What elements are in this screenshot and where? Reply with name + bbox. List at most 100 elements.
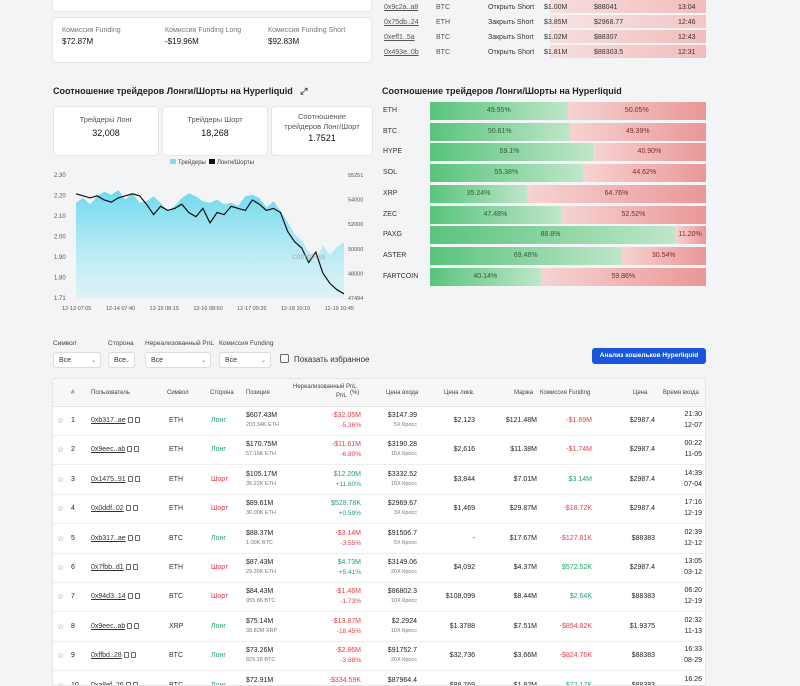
- bar-symbol: SOL: [383, 169, 398, 177]
- user-address-link[interactable]: 0x0ddf..02: [91, 505, 124, 513]
- bar-track: 49.95% 50.05%: [430, 102, 706, 120]
- user-address-link[interactable]: 0x9eec..ab: [91, 622, 126, 630]
- favorite-star-icon[interactable]: ☆: [57, 504, 65, 514]
- bar-short-fill: [567, 102, 706, 120]
- edit-icon[interactable]: [132, 681, 138, 685]
- edit-icon[interactable]: [134, 534, 140, 541]
- position-cell: $72.91M: [246, 676, 274, 684]
- pnl-cell: -$1.46M: [335, 588, 361, 596]
- trade-address-link[interactable]: 0x75db..24: [384, 19, 419, 26]
- col-pct[interactable]: (%): [350, 390, 360, 396]
- liq-cell: $1,469: [453, 505, 475, 513]
- row-number: 9: [71, 652, 75, 660]
- pnl-select[interactable]: Все ⌄: [145, 352, 211, 368]
- pnl-cell: -$13.87M: [331, 617, 361, 625]
- copy-icon[interactable]: [125, 564, 131, 570]
- trade-address-link[interactable]: 0x9c2a..a8: [384, 4, 419, 11]
- table-row[interactable]: ☆ 5 0xb317..ae BTC Лонг $88.37M 1.00K BTC -$3.1…: [53, 525, 705, 554]
- margin-cell: $121.48M: [505, 417, 537, 424]
- bar-long-fill: [430, 246, 622, 265]
- user-address-link[interactable]: 0xb317..ae: [91, 417, 126, 424]
- favorite-star-icon[interactable]: ☆: [57, 474, 65, 484]
- pnl-pct-cell: +0.59%: [338, 510, 361, 518]
- copy-icon[interactable]: [127, 417, 133, 423]
- user-address-link[interactable]: 0xa8ef..26: [91, 681, 124, 686]
- y-right-tick: 50000: [348, 247, 363, 253]
- copy-icon[interactable]: [127, 534, 133, 541]
- table-row[interactable]: ☆ 7 0x94d3..14 BTC Шорт $84.43M 955.86 BTC -$1.…: [53, 583, 705, 613]
- table-row[interactable]: ☆ 4 0x0ddf..02 ETH Шорт $89.61M 30.00K ETH $528…: [53, 495, 705, 525]
- user-address-link[interactable]: 0xffbd..28: [91, 652, 122, 660]
- y-left-tick: 1.80: [54, 276, 66, 282]
- favorite-star-icon[interactable]: ☆: [57, 651, 65, 661]
- trade-price: $88307: [594, 34, 618, 41]
- liq-cell: $108,099: [445, 593, 475, 601]
- pnl-cell: -$3.14M: [335, 529, 361, 537]
- table-row[interactable]: ☆ 6 0x7fbb..d1 ETH Шорт $87.43M 29.26K ETH $4.7…: [53, 554, 705, 583]
- user-address-link[interactable]: 0x9eec..ab: [91, 446, 126, 454]
- date-cell: 11-13: [684, 627, 702, 635]
- edit-icon[interactable]: [130, 652, 136, 659]
- side-select[interactable]: Все ⌄: [108, 352, 135, 368]
- copy-icon[interactable]: [127, 475, 133, 482]
- col-position[interactable]: Позиция: [246, 390, 270, 396]
- chevron-down-icon: ⌄: [90, 358, 96, 364]
- col-margin[interactable]: Маржа: [514, 390, 534, 396]
- copy-icon[interactable]: [127, 446, 133, 453]
- edit-icon[interactable]: [134, 475, 140, 482]
- favorite-star-icon[interactable]: ☆: [57, 445, 65, 455]
- table-row[interactable]: ☆ 3 0x1475..91 ETH Шорт $105.17M 35.22K ETH $12…: [53, 466, 705, 495]
- copy-icon[interactable]: [125, 681, 131, 685]
- table-row[interactable]: ☆ 2 0x9eec..ab ETH Лонг $170.75M 57.16K ETH -$1…: [53, 436, 705, 466]
- edit-icon[interactable]: [132, 505, 138, 512]
- liq-cell: $3,844: [453, 475, 475, 483]
- col-time[interactable]: Время входа: [663, 390, 699, 396]
- pnl-pct-cell: -5.36%: [340, 422, 361, 429]
- col-liq[interactable]: Цена ликв.: [444, 390, 475, 396]
- favorite-star-icon[interactable]: ☆: [57, 621, 65, 631]
- table-row[interactable]: ☆ 8 0x9eec..ab XRP Лонг $75.14M 38.82M XRP -$13…: [53, 613, 705, 642]
- copy-icon[interactable]: [127, 593, 133, 600]
- col-user[interactable]: Пользователь: [91, 390, 130, 396]
- expand-icon[interactable]: ⤢: [300, 86, 308, 96]
- analyze-wallets-button[interactable]: Анализ кошельков Hyperliquid: [592, 348, 706, 364]
- col-symbol[interactable]: Символ: [167, 390, 189, 396]
- user-address-link[interactable]: 0xb317..ae: [91, 534, 126, 542]
- funding-cell: -$18.72K: [563, 505, 592, 513]
- edit-icon[interactable]: [134, 622, 140, 629]
- favorites-checkbox[interactable]: [280, 354, 289, 363]
- trade-address-link[interactable]: 0xeff1..5a: [384, 34, 415, 41]
- favorite-star-icon[interactable]: ☆: [57, 563, 65, 572]
- symbol-cell: XRP: [169, 622, 184, 630]
- table-row[interactable]: ☆ 9 0xffbd..28 BTC Лонг $73.26M 829.28 BTC -$2.…: [53, 642, 705, 672]
- copy-icon[interactable]: [123, 652, 129, 659]
- user-address-link[interactable]: 0x1475..91: [91, 475, 126, 483]
- col-entry[interactable]: Цена входа: [386, 390, 419, 396]
- user-address-link[interactable]: 0x94d3..14: [91, 593, 126, 601]
- bar-short-pct: 49.39%: [625, 127, 650, 135]
- edit-icon[interactable]: [134, 417, 140, 423]
- col-price[interactable]: Цена: [633, 390, 648, 396]
- date-cell: 11-05: [684, 451, 702, 459]
- trade-address-link[interactable]: 0x493e..0b: [384, 49, 419, 56]
- favorite-star-icon[interactable]: ☆: [57, 416, 65, 425]
- recent-trades-list: 0x9c2a..a8 BTC Открыть Short $1.00M $880…: [380, 0, 706, 62]
- copy-icon[interactable]: [127, 622, 133, 629]
- edit-icon[interactable]: [134, 446, 140, 453]
- table-row[interactable]: ☆ 1 0xb317..ae ETH Лонг $607.43M 203.34K ETH -$…: [53, 407, 705, 436]
- edit-icon[interactable]: [134, 593, 140, 600]
- funding-select[interactable]: Все ⌄: [219, 352, 271, 368]
- copy-icon[interactable]: [125, 505, 131, 512]
- symbol-select[interactable]: Все ⌄: [53, 352, 101, 368]
- col-pnl[interactable]: Нереализованный PnL: [293, 384, 357, 390]
- favorite-star-icon[interactable]: ☆: [57, 533, 65, 543]
- favorite-star-icon[interactable]: ☆: [57, 592, 65, 602]
- favorites-label: Показать избранное: [294, 355, 370, 364]
- col-side[interactable]: Сторона: [210, 390, 234, 396]
- table-header: # Пользователь Символ Сторона Позиция Не…: [53, 379, 705, 407]
- col-funding[interactable]: Комиссия Funding: [540, 390, 591, 396]
- user-address-link[interactable]: 0x7fbb..d1: [91, 564, 124, 571]
- favorite-star-icon[interactable]: ☆: [57, 680, 65, 686]
- edit-icon[interactable]: [132, 564, 138, 570]
